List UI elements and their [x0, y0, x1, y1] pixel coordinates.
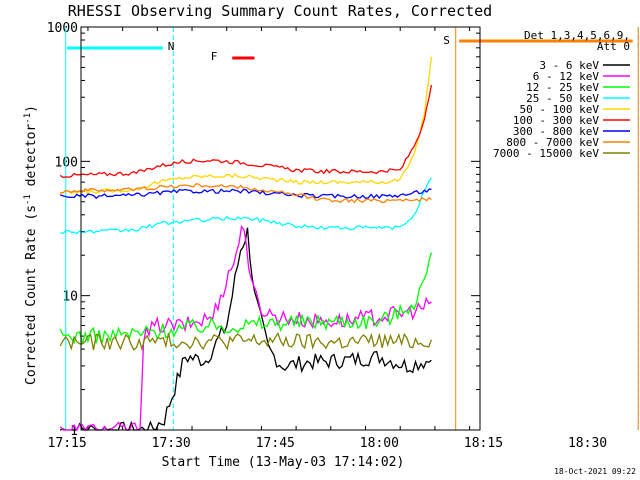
x-tick-label: 17:30 — [152, 436, 191, 451]
series-line-0 — [59, 227, 432, 431]
legend-entry-label: 3 - 6 keV — [539, 59, 599, 72]
x-tick-label: 18:00 — [360, 436, 399, 451]
series-line-3 — [60, 177, 432, 235]
y-axis-label-mid: detector — [24, 124, 39, 195]
legend-entry-label: 12 - 25 keV — [526, 81, 599, 94]
legend-entry-label: 7000 - 15000 keV — [493, 147, 599, 160]
y-axis-label-main: Corrected Count Rate (s — [24, 205, 39, 385]
y-tick-label: 100 — [55, 155, 78, 170]
series-line-2 — [59, 252, 433, 345]
legend-entry-label: 25 - 50 keV — [526, 92, 599, 105]
x-axis-label: Start Time (13-May-03 17:14:02) — [162, 455, 405, 470]
legend-entry-label: 6 - 12 keV — [533, 70, 600, 83]
legend-entry-label: 300 - 800 keV — [513, 125, 599, 138]
legend-entry-label: 100 - 300 keV — [513, 114, 599, 127]
y-axis-label-exp1: -1 — [23, 194, 33, 205]
y-axis-label-end: ) — [24, 105, 39, 113]
legend-header-detectors: Det 1,3,4,5,6,9, — [524, 29, 630, 42]
flag-label: F — [211, 50, 218, 63]
flag-label: S — [443, 34, 450, 47]
x-tick-label: 18:15 — [464, 436, 503, 451]
plot-frame — [80, 26, 481, 431]
series-line-6 — [59, 188, 432, 200]
x-tick-label: 17:15 — [48, 436, 87, 451]
y-tick-label: 10 — [62, 290, 78, 305]
x-tick-label: 18:30 — [568, 436, 607, 451]
series-line-5 — [59, 84, 433, 179]
plot-area: 1 10 100 1000 17:15 17:30 17:45 18:00 18:15 18:30… — [47, 21, 639, 451]
legend-entry-label: 800 - 7000 keV — [506, 136, 599, 149]
legend-header-attenuator: Att 0 — [597, 40, 630, 53]
x-tick-label: 17:45 — [256, 436, 295, 451]
y-tick-label: 1 — [70, 424, 78, 439]
footer-timestamp: 18-Oct-2021 09:22 — [554, 467, 636, 476]
series-line-1 — [59, 224, 432, 432]
series-line-8 — [59, 331, 433, 352]
y-axis-label: Corrected Count Rate (s-1 detector-1) — [23, 105, 39, 385]
series-line-7 — [60, 182, 432, 204]
flag-label: N — [168, 40, 175, 53]
y-axis-label-exp2: -1 — [23, 113, 33, 124]
y-axis-label-group: Corrected Count Rate (s-1 detector-1) — [23, 105, 39, 385]
y-tick-label: 1000 — [47, 21, 78, 36]
chart-title: RHESSI Observing Summary Count Rates, Co… — [68, 2, 492, 20]
legend-entry-label: 50 - 100 keV — [520, 103, 600, 116]
series-line-4 — [60, 56, 433, 195]
